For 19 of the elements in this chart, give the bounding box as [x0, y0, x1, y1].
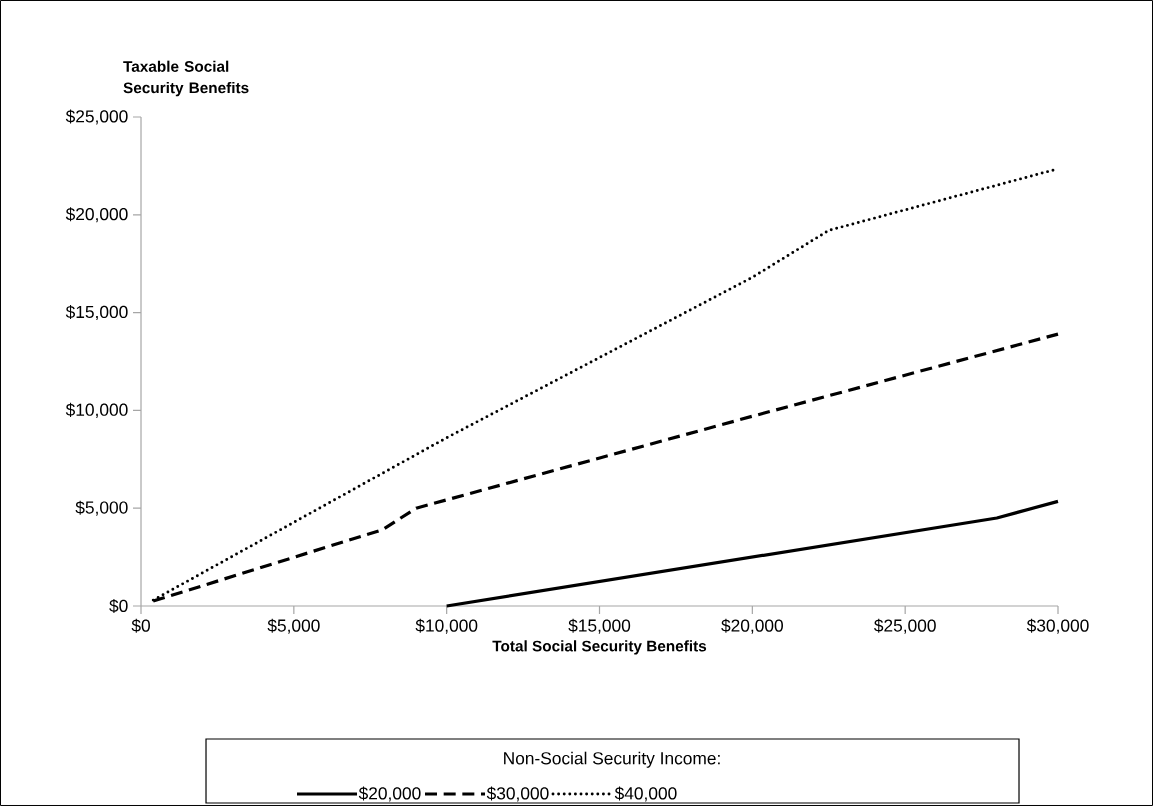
legend-title: Non-Social Security Income: [504, 751, 720, 768]
y-tick-label: $0 [109, 598, 128, 613]
y-tick-label: $15,000 [65, 305, 128, 321]
x-tick-label: $20,000 [721, 618, 783, 634]
x-tick-label: $25,000 [874, 618, 936, 634]
legend-label: $40,000 [614, 786, 677, 802]
x-tick-label: $5,000 [267, 618, 320, 634]
y-tick-label: $25,000 [65, 109, 128, 125]
y-axis-title: Taxable Social Security Benefits [123, 60, 249, 97]
x-tick-label: $30,000 [1026, 618, 1089, 634]
x-tick-label: $10,000 [415, 618, 478, 634]
x-tick-label: $15,000 [568, 618, 631, 634]
legend-label: $20,000 [358, 786, 421, 802]
y-tick-label: $5,000 [75, 500, 128, 516]
x-tick-label: $0 [131, 618, 150, 633]
x-axis-title: Total Social Security Benefits [492, 640, 707, 655]
legend-label: $30,000 [486, 786, 549, 802]
y-tick-label: $20,000 [65, 207, 128, 223]
y-tick-label: $10,000 [65, 402, 128, 418]
